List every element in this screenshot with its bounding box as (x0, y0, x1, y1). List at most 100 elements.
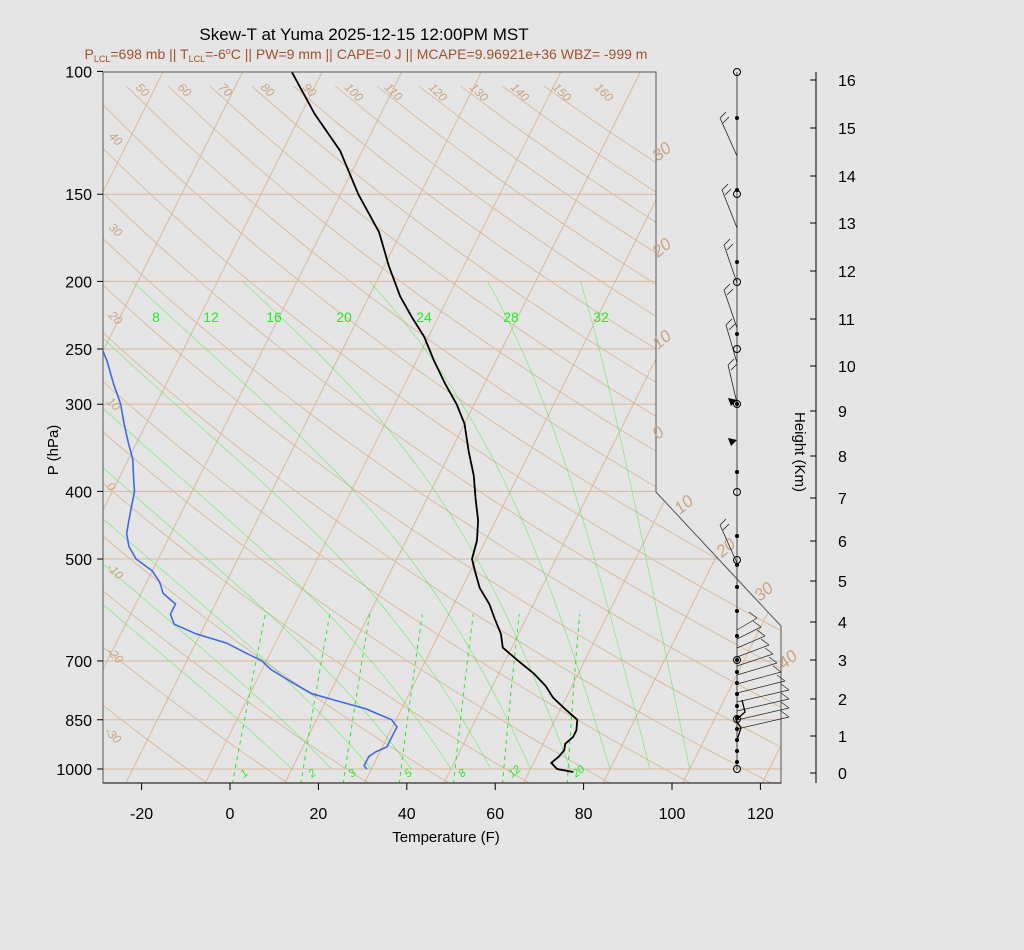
wind-dot (735, 760, 739, 764)
mixing-ratio-label: 24 (416, 309, 432, 325)
height-tick-label: 12 (838, 264, 856, 281)
wind-barb (736, 644, 770, 658)
wind-trace (735, 699, 746, 741)
isotherm-line (204, 72, 562, 783)
wind-barb-tick (776, 674, 786, 682)
wind-barb (727, 358, 738, 404)
dry-adiabat (167, 85, 781, 524)
theta-label: 80 (258, 80, 278, 100)
x-tick-label: -20 (130, 806, 153, 823)
wind-dot (735, 670, 739, 674)
wind-barb (736, 689, 790, 703)
height-tick-label: 3 (838, 653, 847, 670)
wind-dot (735, 704, 739, 708)
theta-label: 30 (106, 220, 126, 240)
moist-adiabat (369, 281, 611, 770)
moist-adiabat (103, 467, 412, 770)
wind-barb (721, 183, 738, 229)
theta-label: 130 (467, 80, 491, 104)
height-tick-label: 16 (838, 73, 856, 90)
moist-adiabat-lines (103, 281, 691, 770)
moist-adiabat (103, 518, 372, 770)
wind-dot (735, 470, 739, 474)
plot-area (0, 39, 1024, 783)
dry-adiabat (103, 284, 781, 748)
wind-barb (736, 716, 790, 730)
wind-dot (735, 658, 739, 662)
height-tick-label: 1 (838, 729, 847, 746)
calm-circle (733, 190, 741, 198)
theta-label: 110 (382, 80, 406, 104)
x-tick-label: 0 (226, 806, 235, 823)
wind-barb (723, 238, 738, 284)
dry-adiabat (103, 332, 773, 783)
height-tick-label: 11 (838, 312, 855, 329)
isotherm-line (103, 72, 164, 194)
y-tick-label: 150 (65, 187, 92, 204)
wind-dot (735, 402, 739, 406)
calm-circle (733, 656, 741, 664)
theta-label: 120 (426, 80, 450, 104)
chart-title: Skew-T at Yuma 2025-12-15 12:00PM MST (199, 25, 528, 44)
plot-mask (656, 72, 785, 783)
wind-barb-tick (764, 647, 774, 655)
wind-dot (735, 749, 739, 753)
dry-adiabat (126, 85, 781, 559)
isotherm-line (841, 39, 1024, 783)
theta-label: 20 (105, 308, 125, 328)
dry-adiabat (103, 147, 781, 632)
mixing-ratio-line (453, 614, 474, 783)
theta-label: 60 (175, 80, 195, 100)
height-tick-label: 2 (838, 692, 847, 709)
height-axis-label: Height (Km) (791, 412, 808, 492)
theta-label: 40 (106, 129, 126, 149)
mixing-ratio-line (232, 614, 266, 783)
calm-circle (733, 400, 741, 408)
mixing-ratio-line (300, 614, 331, 783)
calm-circle (733, 556, 741, 564)
isotherm-line (103, 72, 323, 512)
theta-label: -10 (104, 560, 126, 582)
temperature-line (290, 72, 579, 773)
wind-barb-tick (772, 665, 782, 673)
wind-barb (719, 111, 738, 157)
wind-barb (736, 680, 786, 694)
wind-barb (736, 617, 758, 631)
height-tick-label: 14 (838, 169, 856, 186)
moist-adiabat (103, 337, 492, 770)
wind-barb-tick (780, 683, 790, 691)
wind-dot (735, 116, 739, 120)
isotherm-line (103, 72, 244, 353)
y-tick-label: 700 (65, 654, 92, 671)
wind-barb-tick (748, 611, 758, 619)
mixing-ratio-label: 12 (203, 309, 219, 325)
mixing-ratio-line (398, 614, 423, 783)
dry-adiabat (103, 192, 781, 669)
calm-circle (733, 345, 741, 353)
height-tick-label: 13 (838, 216, 856, 233)
mixing-ratio-line (342, 614, 371, 783)
wind-barb (736, 626, 762, 640)
moist-adiabat (103, 603, 293, 770)
wind-barb (736, 671, 782, 685)
wind-barb-tick (752, 620, 762, 628)
isotherm-line (602, 426, 781, 783)
isotherm-line (0, 39, 20, 783)
x-axis-label: Temperature (F) (392, 829, 500, 846)
x-tick-label: 120 (747, 806, 774, 823)
dry-adiabat (103, 103, 781, 595)
dry-adiabat (103, 381, 692, 783)
y-tick-label: 300 (65, 397, 92, 414)
moist-adiabat (487, 281, 651, 770)
wind-barb-tick (756, 629, 766, 637)
y-tick-label: 1000 (56, 762, 92, 779)
height-tick-label: 5 (838, 574, 847, 591)
theta-label: 100 (342, 80, 366, 104)
dry-adiabat (103, 646, 289, 783)
isotherm-line (125, 72, 482, 783)
wind-barb-tick (780, 701, 790, 709)
moist-adiabat (103, 407, 452, 770)
theta-label: 160 (592, 80, 616, 104)
dry-adiabat (209, 85, 781, 490)
wind-flag (728, 398, 737, 406)
